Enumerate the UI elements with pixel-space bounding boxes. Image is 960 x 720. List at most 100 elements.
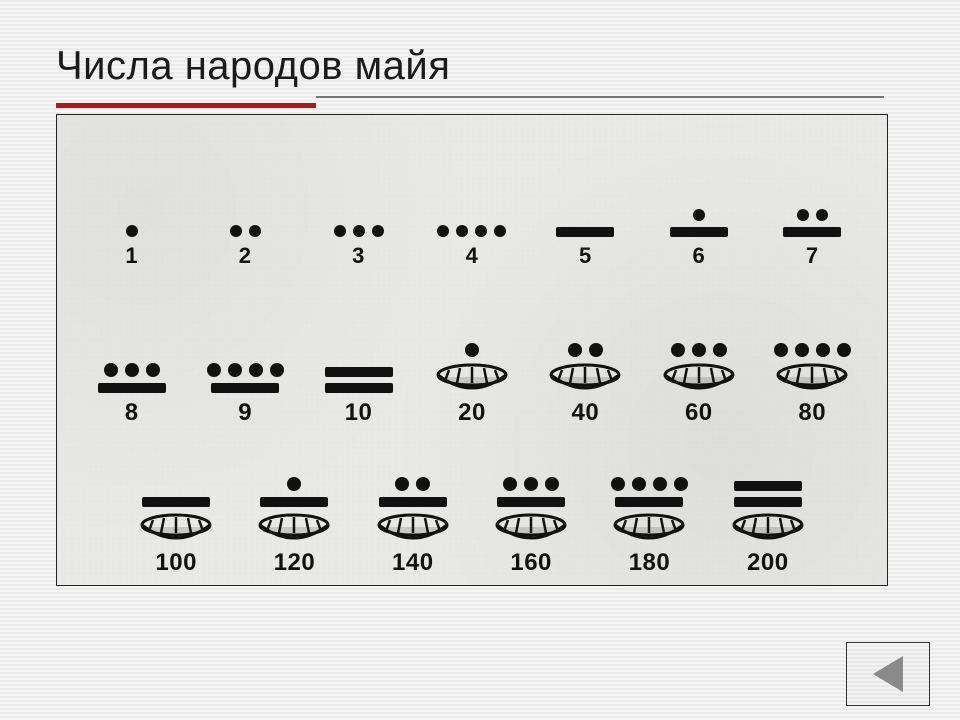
- dot-icon: [503, 477, 517, 491]
- dot-icon: [125, 363, 139, 377]
- numeral-label: 8: [125, 399, 139, 427]
- numeral-cell: 3: [314, 177, 404, 269]
- numeral-label: 1: [125, 243, 138, 269]
- figure-frame: 1234567 8910 20 40 60 80 100 120: [56, 114, 888, 586]
- dot-icon: [249, 363, 263, 377]
- dot-icon: [671, 343, 685, 357]
- maya-glyph: [494, 477, 568, 543]
- maya-glyph: [556, 177, 614, 237]
- numeral-cell: 6: [654, 177, 744, 269]
- numeral-row-2: 8910 20 40 60 80: [57, 297, 887, 427]
- bar-icon: [325, 383, 393, 393]
- dot-icon: [632, 477, 646, 491]
- maya-glyph: [325, 333, 393, 393]
- maya-glyph: [230, 177, 261, 237]
- numeral-cell: 9: [200, 333, 290, 427]
- dot-icon: [524, 477, 538, 491]
- bar-icon: [325, 367, 393, 377]
- maya-glyph: [207, 333, 284, 393]
- dot-icon: [372, 225, 384, 237]
- dot-icon: [795, 343, 809, 357]
- numeral-label: 200: [747, 549, 789, 577]
- title-block: Числа народов майя: [56, 44, 910, 100]
- dot-icon: [545, 477, 559, 491]
- dot-icon: [693, 209, 705, 221]
- shell-icon: [662, 363, 736, 393]
- dot-icon: [816, 343, 830, 357]
- maya-glyph: [435, 333, 509, 393]
- dot-icon: [287, 477, 301, 491]
- numeral-cell: 100: [131, 483, 221, 577]
- shell-icon: [775, 363, 849, 393]
- dot-icon: [568, 343, 582, 357]
- dot-icon: [230, 225, 242, 237]
- bar-icon: [556, 227, 614, 237]
- triangle-left-icon: [873, 656, 903, 692]
- dot-icon: [494, 225, 506, 237]
- maya-glyph: [611, 477, 688, 543]
- numeral-label: 10: [345, 399, 373, 427]
- bar-icon: [734, 481, 802, 491]
- dot-icon: [674, 477, 688, 491]
- maya-glyph: [126, 177, 138, 237]
- numeral-cell: 5: [540, 177, 630, 269]
- dot-icon: [611, 477, 625, 491]
- nav-back-button[interactable]: [846, 642, 930, 706]
- numeral-label: 2: [239, 243, 252, 269]
- maya-glyph: [437, 177, 506, 237]
- shell-icon: [376, 513, 450, 543]
- numeral-row-1: 1 2 3 4 5 6 7: [57, 149, 887, 269]
- dot-icon: [475, 225, 487, 237]
- numeral-label: 3: [352, 243, 365, 269]
- numeral-label: 120: [274, 549, 316, 577]
- dot-icon: [207, 363, 221, 377]
- numeral-cell: 120: [249, 477, 339, 577]
- dot-icon: [416, 477, 430, 491]
- bar-icon: [379, 497, 447, 507]
- numeral-cell: 1: [87, 177, 177, 269]
- numeral-label: 80: [798, 399, 826, 427]
- numeral-cell: 80: [767, 333, 857, 427]
- dot-icon: [104, 363, 118, 377]
- dot-icon: [395, 477, 409, 491]
- bar-icon: [615, 497, 683, 507]
- numeral-label: 5: [579, 243, 592, 269]
- dot-icon: [249, 225, 261, 237]
- dot-icon: [797, 209, 809, 221]
- shell-icon: [257, 513, 331, 543]
- dot-icon: [437, 225, 449, 237]
- numeral-cell: 200: [723, 481, 813, 577]
- numeral-cell: 180: [604, 477, 694, 577]
- numeral-label: 4: [466, 243, 479, 269]
- numeral-label: 60: [685, 399, 713, 427]
- maya-glyph: [662, 333, 736, 393]
- numeral-row-3: 100 120 140 160 180 200: [57, 445, 887, 577]
- numeral-cell: 160: [486, 477, 576, 577]
- title-rule: [56, 95, 886, 100]
- bar-icon: [211, 383, 279, 393]
- dot-icon: [713, 343, 727, 357]
- dot-icon: [774, 343, 788, 357]
- numeral-cell: 7: [767, 177, 857, 269]
- shell-icon: [731, 513, 805, 543]
- dot-icon: [816, 209, 828, 221]
- dot-icon: [228, 363, 242, 377]
- slide: Числа народов майя 1234567 8910 20 40 60…: [0, 0, 960, 606]
- numeral-label: 6: [692, 243, 705, 269]
- numeral-cell: 4: [427, 177, 517, 269]
- bar-icon: [98, 383, 166, 393]
- shell-icon: [548, 363, 622, 393]
- bar-icon: [142, 497, 210, 507]
- slide-title: Числа народов майя: [56, 44, 910, 89]
- bar-icon: [260, 497, 328, 507]
- dot-icon: [653, 477, 667, 491]
- dot-icon: [353, 225, 365, 237]
- maya-glyph: [783, 177, 841, 237]
- maya-glyph: [257, 477, 331, 543]
- numeral-cell: 2: [200, 177, 290, 269]
- dot-icon: [589, 343, 603, 357]
- numeral-cell: 140: [368, 477, 458, 577]
- numeral-cell: 10: [314, 333, 404, 427]
- numeral-label: 20: [458, 399, 486, 427]
- maya-glyph: [670, 177, 728, 237]
